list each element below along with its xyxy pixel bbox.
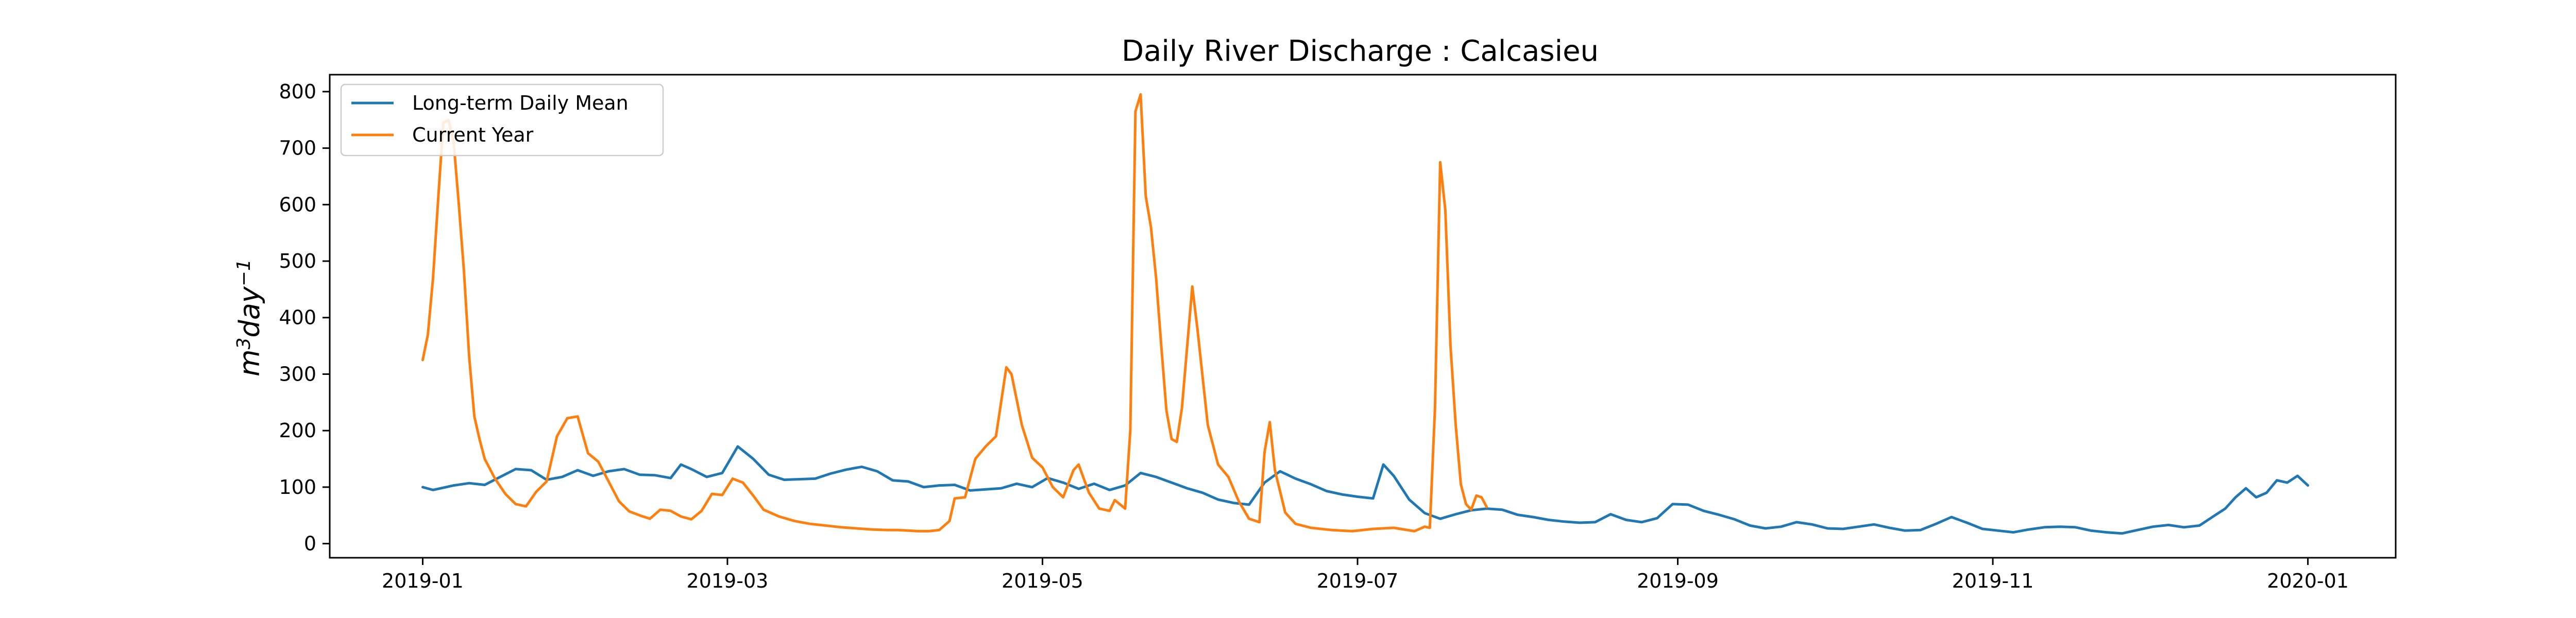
series-layer	[421, 93, 2310, 535]
x-tick-label: 2020-01	[2267, 570, 2349, 592]
y-tick-label: 400	[279, 306, 316, 329]
series-line-current-year	[421, 93, 1488, 533]
legend-box	[340, 83, 664, 157]
x-tick-label: 2019-05	[1002, 570, 1083, 592]
legend-label: Long-term Daily Mean	[412, 92, 629, 114]
x-axis: 2019-01 2019-03 2019-05 2019-07 2019-09 2019-…	[382, 558, 2349, 592]
y-tick-label: 800	[279, 80, 316, 103]
y-tick-label: 300	[279, 363, 316, 385]
y-axis: 0 100 200 300 400 500 600 700 800	[279, 80, 330, 555]
y-axis-label-base: m	[233, 349, 266, 376]
y-axis-label-sup1: 3	[233, 337, 255, 349]
x-tick-label: 2019-09	[1637, 570, 1719, 592]
y-tick-label: 500	[279, 250, 316, 272]
y-axis-label: m3day−1	[233, 259, 266, 376]
legend-label: Current Year	[412, 124, 534, 146]
legend: Long-term Daily Mean Current Year	[340, 83, 664, 157]
x-tick-label: 2019-11	[1952, 570, 2034, 592]
x-tick-label: 2019-01	[382, 570, 464, 592]
x-tick-label: 2019-03	[687, 570, 769, 592]
y-tick-label: 100	[279, 476, 316, 499]
y-tick-label: 700	[279, 137, 316, 160]
y-axis-label-mid: day	[233, 286, 266, 337]
plot-frame	[329, 74, 2397, 559]
y-tick-label: 200	[279, 419, 316, 442]
y-tick-label: 0	[304, 533, 316, 555]
y-tick-label: 600	[279, 193, 316, 216]
chart-title: Daily River Discharge : Calcasieu	[1122, 35, 1599, 68]
series-line-long-term-mean	[421, 445, 2310, 535]
y-axis-label-sup2: −1	[233, 259, 255, 286]
x-tick-label: 2019-07	[1317, 570, 1399, 592]
